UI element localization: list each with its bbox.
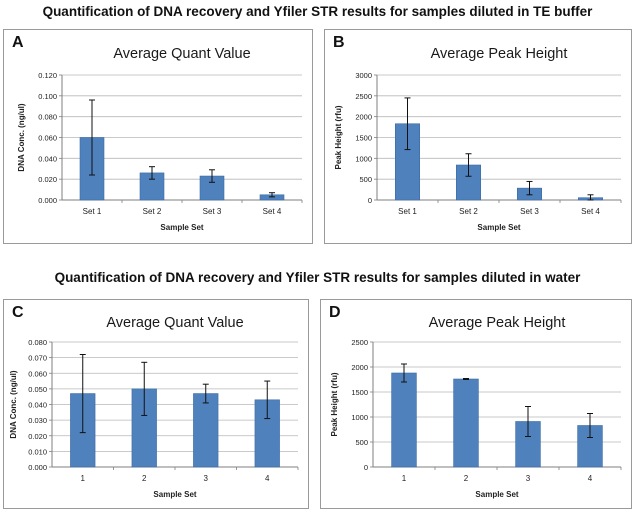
x-tick-label: Set 4 <box>581 207 600 216</box>
y-tick-label: 0 <box>364 463 368 472</box>
y-tick-label: 1500 <box>351 388 368 397</box>
x-tick-label: 2 <box>464 474 469 483</box>
y-tick-label: 2000 <box>351 363 368 372</box>
y-tick-label: 1000 <box>351 413 368 422</box>
y-tick-label: 500 <box>359 175 372 184</box>
chart-title: Average Quant Value <box>113 46 250 62</box>
x-axis-label: Sample Set <box>160 223 203 232</box>
chart-title: Average Peak Height <box>431 46 568 62</box>
y-tick-label: 2500 <box>355 92 372 101</box>
x-tick-label: Set 1 <box>398 207 417 216</box>
y-tick-label: 0.070 <box>28 354 47 363</box>
y-tick-label: 3000 <box>355 71 372 80</box>
y-tick-label: 0.050 <box>28 385 47 394</box>
x-tick-label: 1 <box>81 474 86 483</box>
y-axis-label: DNA Conc. (ng/ul) <box>9 370 18 438</box>
y-tick-label: 1000 <box>355 154 372 163</box>
chart-title: Average Peak Height <box>429 315 566 331</box>
x-tick-label: Set 2 <box>459 207 478 216</box>
x-tick-label: 2 <box>142 474 147 483</box>
y-tick-label: 0.040 <box>38 154 57 163</box>
y-axis-label: DNA Conc. (ng/ul) <box>17 103 26 171</box>
x-tick-label: Set 3 <box>520 207 539 216</box>
y-tick-label: 0.080 <box>28 338 47 347</box>
x-tick-label: 3 <box>526 474 531 483</box>
panel-letter: D <box>329 304 341 321</box>
x-tick-label: 3 <box>204 474 209 483</box>
bar <box>193 393 219 468</box>
y-tick-label: 0.120 <box>38 71 57 80</box>
x-tick-label: Set 2 <box>143 207 162 216</box>
y-axis-label: Peak Height (rfu) <box>334 105 343 169</box>
y-tick-label: 0.080 <box>38 113 57 122</box>
y-tick-label: 0.060 <box>28 369 47 378</box>
x-axis-label: Sample Set <box>477 223 520 232</box>
y-tick-label: 2000 <box>355 113 372 122</box>
y-tick-label: 0.000 <box>28 463 47 472</box>
chart-panel-b: B Average Peak Height 0 500 1000 1500 2000 2500… <box>324 29 632 244</box>
chart-panel-d: D Average Peak Height 0 500 1000 1500 2000 2500… <box>320 299 632 509</box>
x-axis-label: Sample Set <box>475 490 518 499</box>
panel-letter: B <box>333 34 345 51</box>
x-tick-label: Set 1 <box>83 207 102 216</box>
bar <box>391 372 417 468</box>
x-tick-label: 1 <box>402 474 407 483</box>
chart-svg: Average Quant Value 0.000 0.010 0.020 0.030 0… <box>9 315 299 499</box>
y-axis-label: Peak Height (rfu) <box>330 372 339 436</box>
y-tick-label: 0 <box>368 196 372 205</box>
x-tick-label: Set 4 <box>263 207 282 216</box>
panel-letter: A <box>12 34 24 51</box>
chart-panel-a: A Average Quant Value 0.000 0.020 0.040 0.060… <box>3 29 313 244</box>
y-tick-label: 500 <box>355 438 368 447</box>
x-tick-label: 4 <box>588 474 593 483</box>
x-tick-label: Set 3 <box>203 207 222 216</box>
chart-svg: Average Quant Value 0.000 0.020 0.040 0.060 0… <box>17 46 303 232</box>
bottom-section-title: Quantification of DNA recovery and Yfile… <box>54 270 581 285</box>
x-tick-label: 4 <box>265 474 270 483</box>
y-tick-label: 0.030 <box>28 416 47 425</box>
chart-svg: Average Peak Height 0 500 1000 1500 2000 2500 3… <box>334 46 622 232</box>
panel-letter: C <box>12 304 24 321</box>
chart-svg: Average Peak Height 0 500 1000 1500 2000 2500 1… <box>330 315 622 499</box>
top-section-title: Quantification of DNA recovery and Yfile… <box>42 4 593 19</box>
y-tick-label: 0.060 <box>38 134 57 143</box>
chart-title: Average Quant Value <box>106 315 243 331</box>
y-tick-label: 0.010 <box>28 447 47 456</box>
chart-panel-c: C Average Quant Value 0.000 0.010 0.020 0.030… <box>3 299 309 509</box>
bar <box>453 378 479 468</box>
y-tick-label: 0.040 <box>28 401 47 410</box>
y-tick-label: 0.100 <box>38 92 57 101</box>
y-tick-label: 0.020 <box>38 175 57 184</box>
y-tick-label: 2500 <box>351 338 368 347</box>
y-tick-label: 1500 <box>355 134 372 143</box>
y-tick-label: 0.000 <box>38 196 57 205</box>
y-tick-label: 0.020 <box>28 432 47 441</box>
x-axis-label: Sample Set <box>153 490 196 499</box>
